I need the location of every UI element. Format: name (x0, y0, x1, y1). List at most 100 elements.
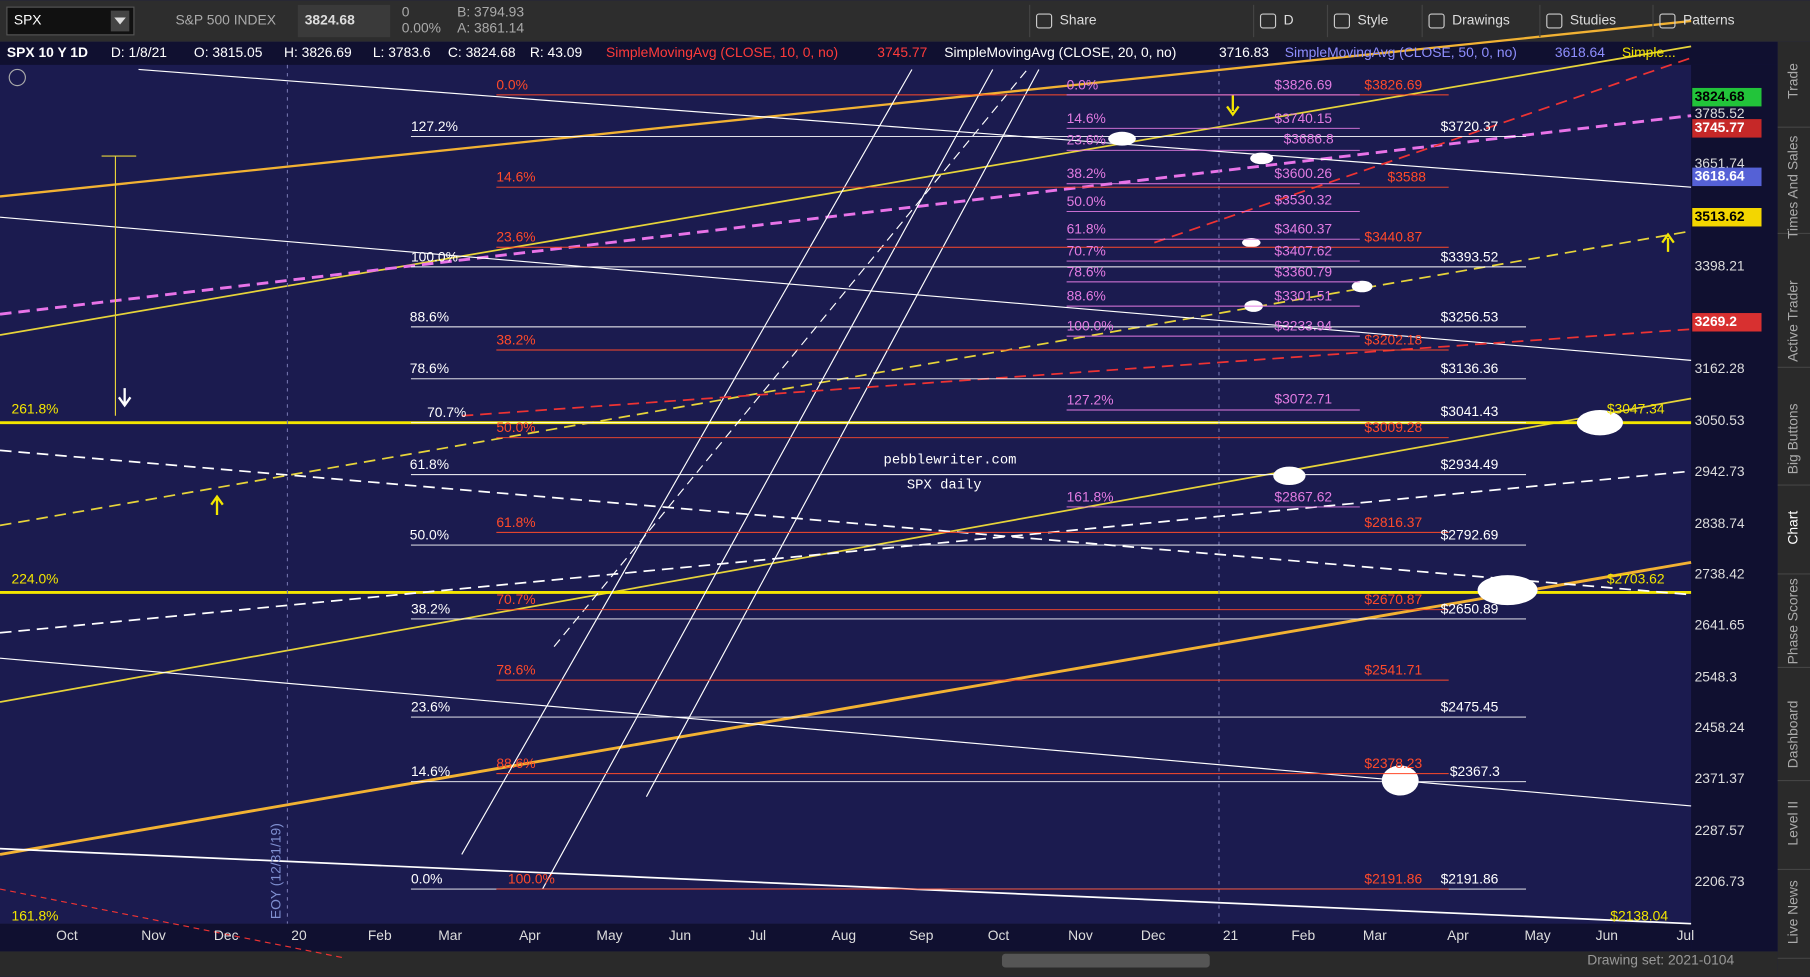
info-icon[interactable] (8, 68, 26, 87)
price-axis-label: 2641.65 (1695, 617, 1745, 633)
toolbar-button[interactable]: Share (1060, 12, 1097, 28)
side-tabs (1777, 41, 1810, 977)
price-axis-label: 2548.3 (1695, 668, 1738, 684)
edge-label: $2138.04 (1610, 907, 1668, 923)
fib-label: $3826.69 (1274, 76, 1332, 92)
side-tab[interactable]: Live News (1784, 880, 1800, 944)
fib-label: $2650.89 (1441, 600, 1499, 616)
fib-label: $3686.8 (1284, 131, 1334, 147)
fib-label: 61.8% (410, 456, 449, 472)
change: 0 (402, 4, 410, 20)
fib-label: 70.7% (1067, 243, 1106, 259)
fib-label: 23.6% (496, 229, 535, 245)
toolbar-button[interactable]: Drawings (1452, 12, 1510, 28)
fib-label: 127.2% (411, 118, 458, 134)
fib-label: $3600.26 (1274, 165, 1332, 181)
fib-label: 100.0% (1067, 318, 1114, 334)
price-badge-label: 3513.62 (1695, 208, 1745, 224)
side-tab[interactable]: Phase Scores (1784, 578, 1800, 664)
price-badge (1692, 207, 1762, 227)
fib-label: $3826.69 (1364, 76, 1422, 92)
fib-label: 78.6% (410, 360, 449, 376)
side-tab[interactable]: Dashboard (1784, 701, 1800, 769)
fib-label: $3233.94 (1274, 318, 1332, 334)
time-axis-label: Mar (1363, 927, 1387, 943)
toolbar-icon (1036, 13, 1053, 29)
side-tab[interactable]: Active Trader (1784, 280, 1800, 362)
fib-label: 70.7% (427, 404, 466, 420)
fib-label: $3460.37 (1274, 221, 1332, 237)
fib-label: 88.6% (1067, 288, 1106, 304)
ask: A: 3861.14 (457, 20, 524, 36)
price-axis-label: 2371.37 (1695, 770, 1745, 786)
time-axis-label: Feb (368, 927, 392, 943)
time-axis-label: Jul (748, 927, 766, 943)
time-axis-label: Dec (1141, 927, 1166, 943)
edge-label: 161.8% (12, 907, 59, 923)
fib-label: $3440.87 (1364, 229, 1422, 245)
price-badge-label: 3618.64 (1695, 167, 1745, 183)
watermark: pebblewriter.com (884, 452, 1017, 468)
study-header-item: SimpleMovingAvg (CLOSE, 50, 0, no) (1285, 44, 1517, 60)
study-header-item: 3618.64 (1555, 44, 1605, 60)
fib-label: $2378.23 (1364, 755, 1422, 771)
side-tab[interactable]: Big Buttons (1784, 403, 1800, 474)
fib-label: 0.0% (1067, 76, 1099, 92)
fib-label: $3720.37 (1441, 118, 1499, 134)
fib-label: 100.0% (411, 248, 458, 264)
study-header-item: O: 3815.05 (194, 44, 263, 60)
fib-label: $2867.62 (1274, 488, 1332, 504)
fib-label: 50.0% (1067, 193, 1106, 209)
fib-label: 14.6% (496, 169, 535, 185)
toolbar-button[interactable]: Patterns (1683, 12, 1735, 28)
fib-label: $3301.51 (1274, 288, 1332, 304)
study-header-item: H: 3826.69 (284, 44, 352, 60)
fib-label: $3393.52 (1441, 248, 1499, 264)
fib-label: $2670.87 (1364, 591, 1422, 607)
price-axis-label: 3050.53 (1695, 412, 1745, 428)
study-header-item: SPX 10 Y 1D (7, 44, 88, 60)
time-axis-label: Jul (1676, 927, 1694, 943)
drawing-set: Drawing set: 2021-0104 (1587, 951, 1734, 967)
fib-label: $2792.69 (1441, 526, 1499, 542)
fib-label: 88.6% (410, 308, 449, 324)
last-price: 3824.68 (305, 12, 355, 28)
time-axis-label: Oct (56, 927, 78, 943)
study-header-item: 3716.83 (1219, 44, 1269, 60)
time-axis-label: Jun (1596, 927, 1618, 943)
toolbar-button[interactable]: D (1284, 12, 1294, 28)
price-badge (1692, 87, 1762, 107)
fib-label: 78.6% (496, 662, 535, 678)
side-tab[interactable]: Trade (1784, 63, 1800, 99)
price-axis-label: 2838.74 (1695, 515, 1745, 531)
toolbar-button[interactable]: Studies (1570, 12, 1616, 28)
edge-label: 224.0% (12, 570, 59, 586)
fib-label: $3407.62 (1274, 243, 1332, 259)
price-badge-label: 3269.2 (1695, 313, 1738, 329)
symbol[interactable]: SPX (14, 12, 42, 28)
side-tab[interactable]: Times And Sales (1784, 135, 1800, 238)
price-axis (1691, 64, 1778, 952)
scroll-thumb[interactable] (1001, 953, 1210, 968)
price-badge (1692, 313, 1762, 332)
price-axis-label: 2287.57 (1695, 822, 1745, 838)
side-tab[interactable]: Level II (1784, 801, 1800, 846)
fib-label: $3136.36 (1441, 360, 1499, 376)
change-pct: 0.00% (402, 20, 441, 36)
scrollbar-area (0, 951, 1778, 977)
toolbar-button[interactable]: Style (1358, 12, 1389, 28)
edge-label: $3047.34 (1607, 401, 1665, 417)
toolbar-icon (1659, 13, 1676, 29)
fib-label: $3041.43 (1441, 403, 1499, 419)
side-tab[interactable]: Chart (1784, 511, 1800, 545)
fib-label: 23.6% (1067, 132, 1106, 148)
fib-label: 127.2% (1067, 391, 1114, 407)
fib-label: $2816.37 (1364, 514, 1422, 530)
price-badge-label: 3824.68 (1695, 88, 1745, 104)
toolbar-icon (1333, 13, 1350, 29)
fib-label: 100.0% (508, 870, 555, 886)
study-header-item: SimpleMovingAvg (CLOSE, 10, 0, no) (606, 44, 838, 60)
price-axis-label: 3162.28 (1695, 360, 1745, 376)
price-badge (1692, 119, 1762, 138)
